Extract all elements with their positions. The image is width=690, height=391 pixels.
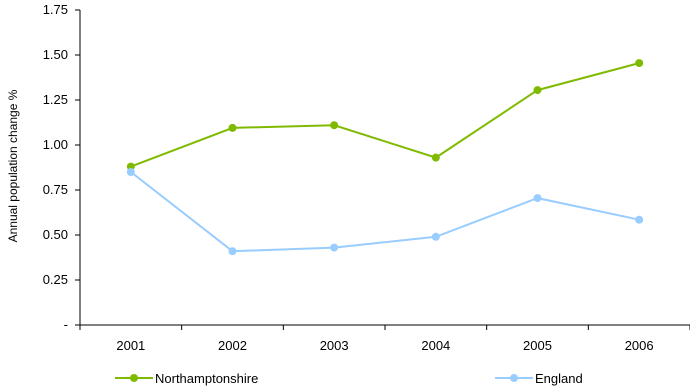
legend: Northamptonshire England [115,371,583,386]
x-tick-label: 2003 [320,338,349,353]
data-point [533,86,542,95]
legend-item: England [495,371,583,386]
data-point [533,194,542,203]
data-point [431,153,440,162]
y-axis-title: Annual population change % [6,89,20,242]
x-tick-label: 2004 [421,338,450,353]
legend-label: Northamptonshire [155,371,258,386]
series-line-england [130,171,640,253]
data-point [635,59,644,68]
data-point [330,121,339,130]
data-point [126,168,135,176]
data-point [635,215,644,224]
series-layer [126,59,644,256]
y-tick-label: 0.25 [43,272,68,287]
x-tick-label: 2006 [625,338,654,353]
x-tick-label: 2002 [218,338,247,353]
x-tick-label: 2005 [523,338,552,353]
x-tick-label: 2001 [116,338,145,353]
legend-label: England [535,371,583,386]
y-tick-label: 1.25 [43,92,68,107]
y-tick-label: - [64,317,68,332]
legend-swatch-marker [130,374,138,382]
y-tick-label: 1.00 [43,137,68,152]
data-point [228,123,237,132]
data-point [330,243,339,252]
axes: - 0.25 0.50 0.75 1.00 1.25 1.50 1.75 2001 2002 200… [43,2,690,353]
series-line-northamptonshire [130,62,640,168]
y-tick-label: 1.75 [43,2,68,17]
legend-swatch-marker [510,374,518,382]
y-tick-label: 0.50 [43,227,68,242]
data-point [228,247,237,256]
y-tick-label: 0.75 [43,182,68,197]
data-point [431,232,440,241]
y-tick-label: 1.50 [43,47,68,62]
legend-item: Northamptonshire [115,371,258,386]
